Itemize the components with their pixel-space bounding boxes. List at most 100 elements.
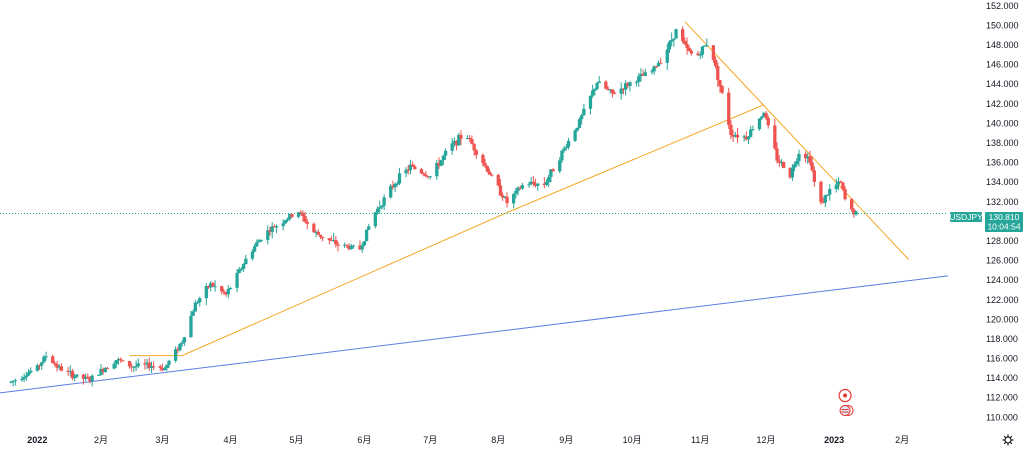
candle-up [182, 337, 187, 343]
candle-down [437, 162, 441, 166]
candle-up [757, 118, 762, 130]
candle-down [852, 209, 856, 215]
candle-up [705, 45, 709, 47]
candle-down [843, 189, 847, 200]
candle-down [744, 136, 748, 140]
candle-up [189, 315, 193, 338]
candle-down [220, 286, 224, 292]
candle-up [351, 245, 356, 247]
last-price-badges: USDJPY 130.810 10:04:54 [949, 212, 1023, 232]
candle-down [318, 234, 323, 237]
candle-up [580, 115, 584, 120]
candle-down [821, 202, 825, 204]
candle-up [779, 162, 784, 164]
candle-up [167, 360, 171, 365]
candle-down [808, 156, 812, 163]
candle-up [450, 143, 454, 151]
candle-up [549, 169, 553, 177]
candle-up [57, 366, 61, 368]
candle-down [713, 59, 718, 66]
candle-up [790, 167, 795, 178]
candle-up [149, 366, 154, 368]
price-tick-label: 116.000 [986, 354, 1018, 364]
last-price-value: 130.810 [989, 212, 1020, 222]
candle-down [413, 166, 417, 170]
price-tick-label: 150.000 [986, 20, 1019, 30]
candle-down [711, 45, 716, 60]
candle-up [281, 223, 285, 227]
candle-up [591, 90, 595, 96]
candle-down [839, 181, 843, 183]
candle-up [836, 181, 841, 185]
candle-up [373, 212, 377, 227]
candle-down [37, 365, 42, 367]
candle-up [349, 245, 353, 250]
candle-down [301, 212, 305, 217]
candle-up [134, 366, 138, 368]
candle-up [828, 189, 832, 195]
candle-down [777, 160, 781, 163]
time-tick-label: 7月 [423, 435, 437, 445]
candle-up [42, 356, 46, 363]
candle-down [501, 195, 505, 198]
candle-down [327, 238, 331, 240]
candle-up [145, 362, 149, 365]
candle-up [136, 363, 140, 367]
candle-down [406, 169, 410, 171]
candle-up [656, 62, 661, 67]
candle-down [51, 356, 55, 364]
candle-down [303, 216, 307, 222]
candle-up [670, 40, 674, 42]
candle-up [452, 140, 457, 144]
candle-down [206, 286, 211, 288]
candle-up [22, 377, 26, 379]
price-tick-label: 146.000 [986, 60, 1019, 70]
price-tick-label: 126.000 [986, 256, 1019, 266]
time-axis[interactable] [0, 433, 1024, 447]
candle-up [465, 138, 470, 140]
price-tick-label: 140.000 [986, 118, 1019, 128]
candle-down [176, 349, 180, 351]
time-tick-label: 2022 [27, 435, 47, 445]
event-markers-layer[interactable] [838, 388, 854, 417]
candle-up [75, 374, 79, 377]
candle-up [283, 220, 287, 224]
last-price-badge [985, 212, 1023, 232]
candle-up [652, 66, 656, 72]
candle-up [588, 95, 593, 109]
candle-down [483, 163, 487, 166]
candle-up [68, 370, 72, 372]
candle-up [393, 183, 397, 188]
candle-up [573, 130, 577, 141]
candle-down [272, 226, 277, 228]
time-tick-label: 11月 [691, 435, 709, 445]
candle-up [9, 381, 13, 383]
candle-down [66, 370, 70, 372]
blue-trendline [0, 272, 969, 394]
candle-down [841, 182, 845, 190]
candle-down [498, 185, 503, 196]
settings-gear-icon[interactable] [1002, 434, 1014, 446]
candle-up [228, 287, 233, 290]
candles-layer[interactable] [9, 26, 858, 387]
candle-down [727, 92, 731, 125]
candle-down [810, 162, 814, 171]
candle-down [735, 134, 740, 138]
candle-up [193, 302, 198, 312]
candle-up [650, 71, 654, 73]
candle-up [560, 150, 564, 161]
candle-up [619, 88, 623, 94]
candle-up [520, 185, 525, 189]
price-tick-label: 144.000 [986, 79, 1019, 89]
trendlines-layer[interactable] [0, 21, 969, 394]
candle-up [367, 226, 371, 230]
time-tick-label: 3月 [155, 435, 169, 445]
candle-down [689, 50, 694, 54]
candle-up [441, 155, 446, 161]
candle-down [121, 360, 125, 362]
candle-up [29, 370, 33, 373]
candle-down [424, 174, 428, 177]
candle-down [687, 48, 691, 51]
